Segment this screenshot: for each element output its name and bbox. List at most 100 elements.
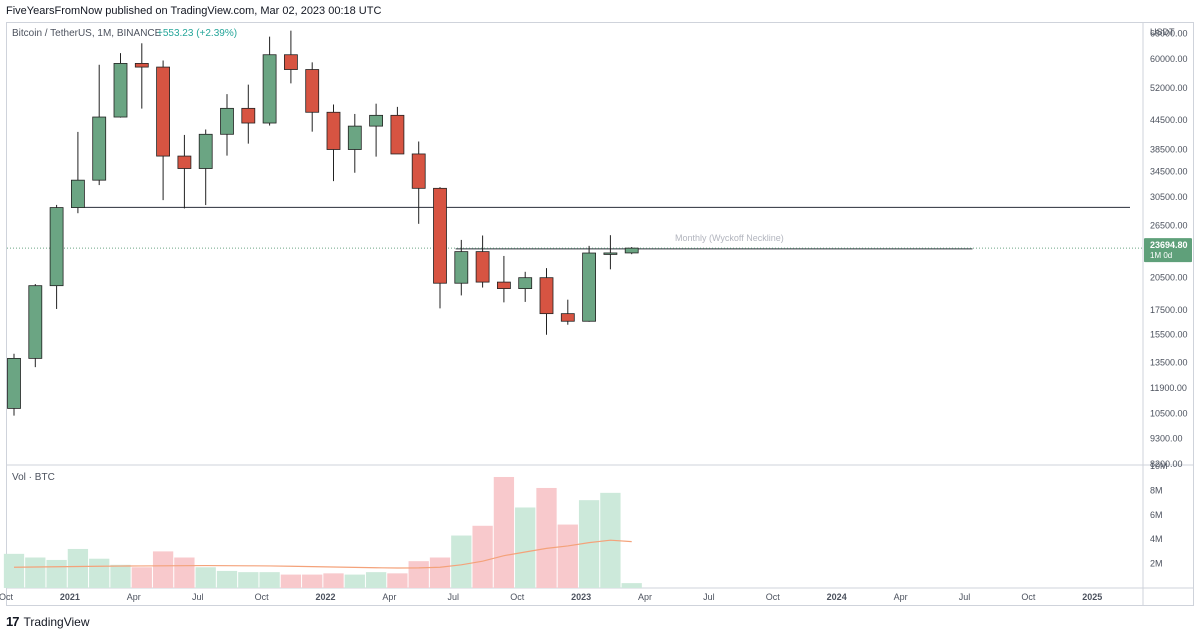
candle-body	[603, 252, 618, 255]
volume-bar	[621, 583, 642, 588]
time-tick-label: 2024	[827, 592, 847, 602]
volume-bar	[344, 574, 365, 588]
volume-bar	[557, 524, 578, 588]
candle-body	[433, 187, 447, 284]
candle-body	[241, 107, 256, 124]
volume-bar	[195, 567, 216, 588]
volume-bar	[408, 561, 429, 588]
volume-ma-line	[13, 539, 632, 569]
price-change: +553.23 (+2.39%)	[157, 28, 237, 39]
volume-bar	[280, 574, 302, 588]
time-tick-label: Apr	[382, 592, 396, 602]
candle-body	[156, 66, 171, 157]
price-tick-label: 9300.00	[1150, 433, 1183, 443]
candle-body	[454, 251, 469, 284]
volume-bar	[152, 551, 174, 588]
time-tick-label: Oct	[255, 592, 270, 602]
chart-frame	[6, 22, 1194, 606]
tradingview-chart[interactable]: Bitcoin / TetherUS, 1M, BINANCE+553.23 (…	[0, 0, 1200, 612]
time-tick-label: Oct	[1021, 592, 1036, 602]
time-tick-label: Jul	[959, 592, 971, 602]
candle-body	[283, 54, 298, 70]
candle-body	[582, 252, 596, 322]
price-tick-label: 11900.00	[1150, 383, 1187, 393]
volume-bar	[25, 557, 46, 588]
candle-body	[7, 357, 21, 409]
price-axis-unit: USDT	[1150, 27, 1175, 37]
price-tick-label: 8200.00	[1150, 459, 1183, 469]
price-tick-label: 17500.00	[1150, 305, 1188, 315]
tradingview-logo-icon: 17	[6, 614, 20, 629]
price-tick-label: 52000.00	[1150, 83, 1188, 93]
candle-body	[326, 111, 341, 150]
candle-body	[411, 153, 426, 189]
volume-bar	[67, 548, 89, 588]
time-tick-label: Oct	[0, 592, 13, 602]
price-tick-label: 30500.00	[1150, 192, 1188, 202]
volume-bar	[365, 572, 387, 588]
candle-body	[198, 133, 213, 169]
price-tick-label: 68000.00	[1150, 29, 1188, 39]
price-tick-label: 44500.00	[1150, 115, 1188, 125]
price-tick-label: 10500.00	[1150, 409, 1188, 419]
volume-title: Vol · BTC	[12, 472, 55, 483]
volume-bar	[110, 564, 131, 588]
volume-bar	[536, 487, 557, 588]
candle-body	[496, 281, 511, 289]
price-tick-label: 15500.00	[1150, 329, 1188, 339]
volume-tick-label: 6M	[1150, 510, 1163, 520]
last-price-countdown: 1M 0d	[1150, 251, 1172, 260]
volume-tick-label: 2M	[1150, 559, 1163, 569]
volume-bar	[46, 559, 67, 588]
candle-body	[134, 63, 149, 68]
volume-bar	[429, 557, 451, 588]
time-tick-label: 2025	[1082, 592, 1102, 602]
chart-header: FiveYearsFromNow published on TradingVie…	[0, 0, 1200, 22]
candle-body	[539, 277, 554, 315]
time-tick-label: Oct	[766, 592, 781, 602]
volume-bar	[259, 572, 280, 588]
volume-tick-label: 10M	[1150, 461, 1168, 471]
price-tick-label: 60000.00	[1150, 54, 1188, 64]
candle-body	[390, 114, 405, 155]
candle-body	[347, 125, 362, 150]
volume-bar	[3, 553, 25, 588]
neckline-label: Monthly (Wyckoff Neckline)	[675, 233, 784, 243]
time-tick-label: Apr	[894, 592, 908, 602]
volume-bar	[472, 525, 493, 588]
volume-bar	[578, 500, 600, 588]
time-tick-label: 2021	[60, 592, 80, 602]
time-tick-label: Jul	[192, 592, 204, 602]
tradingview-brand: TradingView	[23, 615, 90, 629]
volume-bar	[131, 567, 152, 588]
candle-body	[71, 179, 85, 208]
volume-bar	[174, 557, 195, 588]
volume-bar	[493, 476, 515, 588]
last-price-value: 23694.80	[1150, 240, 1188, 250]
candle-body	[177, 155, 192, 169]
volume-bar	[451, 535, 472, 588]
candle-body	[305, 69, 320, 113]
candle-body	[262, 54, 277, 124]
time-tick-label: Jul	[703, 592, 715, 602]
footer: 17 TradingView	[6, 612, 90, 632]
publisher-line: FiveYearsFromNow published on TradingVie…	[6, 5, 382, 17]
volume-bar	[238, 572, 259, 588]
time-tick-label: Apr	[127, 592, 141, 602]
symbol-title: Bitcoin / TetherUS, 1M, BINANCE	[12, 28, 162, 39]
candle-body	[49, 207, 64, 287]
price-tick-label: 13500.00	[1150, 358, 1188, 368]
price-tick-label: 34500.00	[1150, 167, 1188, 177]
volume-bar	[387, 573, 408, 588]
volume-bar	[216, 570, 238, 588]
price-tick-label: 26500.00	[1150, 220, 1188, 230]
time-tick-label: 2023	[571, 592, 591, 602]
volume-bar	[515, 507, 536, 588]
volume-bar	[89, 558, 110, 588]
price-tick-label: 20500.00	[1150, 273, 1188, 283]
price-tick-label: 38500.00	[1150, 144, 1188, 154]
volume-tick-label: 4M	[1150, 534, 1163, 544]
candle-body	[369, 114, 384, 127]
time-tick-label: Apr	[638, 592, 652, 602]
candle-body	[28, 285, 43, 359]
